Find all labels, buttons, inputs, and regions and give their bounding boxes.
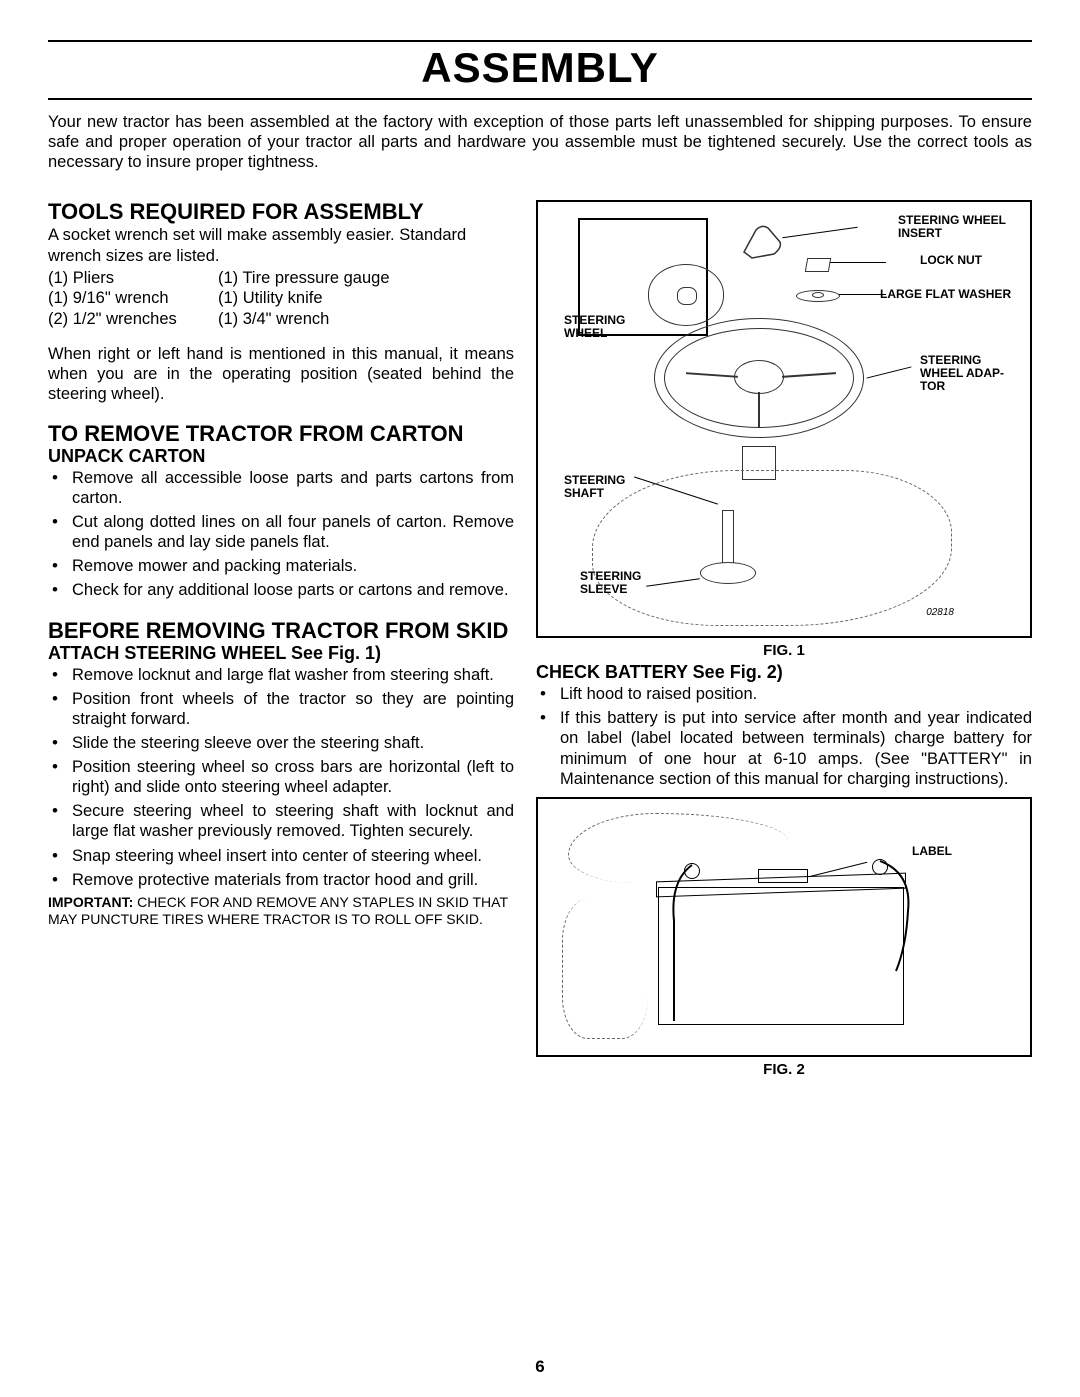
lead-line <box>867 367 912 379</box>
figure-1-box: STEERING WHEEL INSERT LOCK NUT LARGE FLA… <box>536 200 1032 638</box>
tools-lead: A socket wrench set will make assembly e… <box>48 225 514 265</box>
tool-item: (1) Utility knife <box>218 288 514 309</box>
important-note: IMPORTANT: CHECK FOR AND REMOVE ANY STAP… <box>48 894 514 928</box>
list-item: Remove locknut and large flat washer fro… <box>48 665 514 685</box>
label-steering-wheel: STEERING WHEEL <box>564 314 634 339</box>
label-shaft: STEERING SHAFT <box>564 474 634 499</box>
list-item: Lift hood to raised position. <box>536 684 1032 704</box>
tools-heading: TOOLS REQUIRED FOR ASSEMBLY <box>48 200 514 223</box>
list-item: Remove all accessible loose parts and pa… <box>48 468 514 508</box>
label-code: 02818 <box>926 608 954 619</box>
battery-label-shape <box>758 869 808 883</box>
unpack-carton-sub: UNPACK CARTON <box>48 447 514 467</box>
hand-note: When right or left hand is mentioned in … <box>48 344 514 404</box>
tool-item: (1) 9/16" wrench <box>48 288 218 309</box>
nut-shape <box>805 258 831 272</box>
cable-shape <box>668 861 708 1031</box>
attach-wheel-bullets: Remove locknut and large flat washer fro… <box>48 665 514 890</box>
tools-list: (1) Pliers (1) Tire pressure gauge (1) 9… <box>48 268 514 330</box>
list-item: Remove protective materials from tractor… <box>48 870 514 890</box>
fig2-caption: FIG. 2 <box>536 1061 1032 1078</box>
frame-dash-outline <box>562 899 648 1039</box>
label-adaptor: STEERING WHEEL ADAP-TOR <box>920 354 1020 392</box>
list-item: Secure steering wheel to steering shaft … <box>48 801 514 841</box>
label-battery-label: LABEL <box>912 845 952 858</box>
spoke-shape <box>758 392 760 428</box>
before-skid-heading: BEFORE REMOVING TRACTOR FROM SKID <box>48 619 514 642</box>
list-item: If this battery is put into service afte… <box>536 708 1032 789</box>
page-number: 6 <box>0 1357 1080 1377</box>
attach-wheel-sub: ATTACH STEERING WHEEL See Fig. 1) <box>48 644 514 664</box>
remove-carton-heading: TO REMOVE TRACTOR FROM CARTON <box>48 422 514 445</box>
fig1-caption: FIG. 1 <box>536 642 1032 659</box>
tool-item: (1) 3/4" wrench <box>218 309 514 330</box>
figure-2-box: LABEL <box>536 797 1032 1057</box>
unpack-bullets: Remove all accessible loose parts and pa… <box>48 468 514 601</box>
list-item: Position steering wheel so cross bars ar… <box>48 757 514 797</box>
title-rule <box>48 98 1032 100</box>
tractor-dash-outline <box>592 470 952 626</box>
shaft-shape <box>722 510 734 570</box>
insert-inner-shape <box>677 287 697 305</box>
list-item: Position front wheels of the tractor so … <box>48 689 514 729</box>
list-item: Remove mower and packing materials. <box>48 556 514 576</box>
cable-shape <box>868 857 918 977</box>
lead-line <box>830 262 886 263</box>
page-title: ASSEMBLY <box>48 44 1032 92</box>
label-flat-washer: LARGE FLAT WASHER <box>880 288 1020 301</box>
left-column: TOOLS REQUIRED FOR ASSEMBLY A socket wre… <box>48 200 514 1081</box>
lead-line <box>838 294 886 295</box>
lead-line <box>782 227 857 239</box>
top-rule <box>48 40 1032 42</box>
intro-paragraph: Your new tractor has been assembled at t… <box>48 112 1032 172</box>
list-item: Slide the steering sleeve over the steer… <box>48 733 514 753</box>
list-item: Snap steering wheel insert into center o… <box>48 846 514 866</box>
steering-wheel-insert-shape <box>648 264 724 326</box>
list-item: Cut along dotted lines on all four panel… <box>48 512 514 552</box>
tool-item: (2) 1/2" wrenches <box>48 309 218 330</box>
check-battery-heading: CHECK BATTERY See Fig. 2) <box>536 663 1032 683</box>
check-battery-bullets: Lift hood to raised position. If this ba… <box>536 684 1032 789</box>
cap-shape <box>738 224 786 260</box>
tool-item: (1) Tire pressure gauge <box>218 268 514 289</box>
label-wheel-insert: STEERING WHEEL INSERT <box>898 214 1018 239</box>
tool-item: (1) Pliers <box>48 268 218 289</box>
list-item: Check for any additional loose parts or … <box>48 580 514 600</box>
label-lock-nut: LOCK NUT <box>920 254 982 267</box>
two-column-layout: TOOLS REQUIRED FOR ASSEMBLY A socket wre… <box>48 200 1032 1081</box>
right-column: STEERING WHEEL INSERT LOCK NUT LARGE FLA… <box>536 200 1032 1081</box>
important-label: IMPORTANT: <box>48 894 133 910</box>
